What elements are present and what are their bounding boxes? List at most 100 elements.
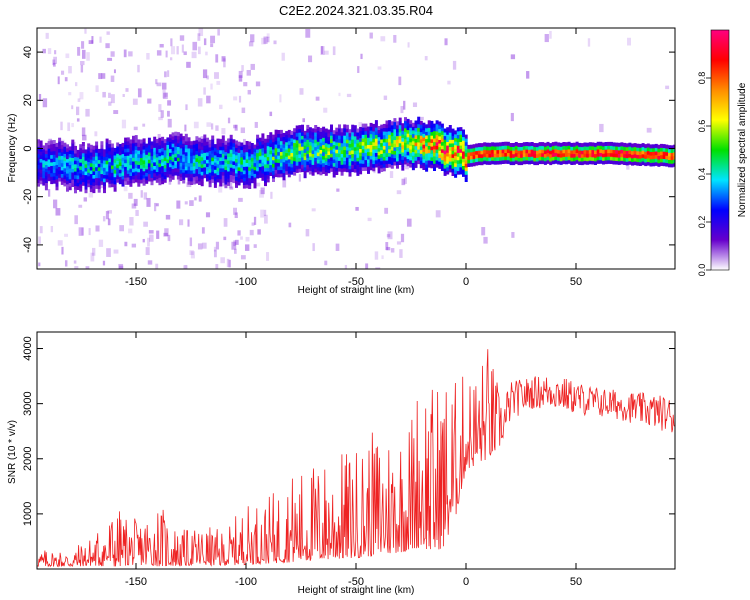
spectrogram-cell	[340, 146, 344, 151]
spectrogram-cell	[108, 150, 112, 155]
spectrogram-cell	[565, 142, 568, 147]
spectrogram-cell	[92, 160, 96, 165]
spectrogram-cell	[404, 138, 407, 143]
spectrogram-cell	[129, 182, 133, 187]
spectrogram-cell	[506, 156, 510, 161]
spectrogram-cell	[298, 168, 302, 173]
spectrogram-cell	[285, 156, 289, 161]
spectrogram-noise-cell	[420, 116, 424, 121]
spectrogram-cell	[89, 177, 93, 182]
spectrogram-noise-cell	[123, 49, 127, 58]
spectrogram-cell	[374, 149, 378, 153]
spectrogram-cell	[404, 120, 407, 125]
spectrogram-cell	[198, 152, 201, 157]
spectrogram-cell	[272, 167, 275, 172]
spectrogram-cell	[353, 157, 357, 162]
spectrogram-cell	[388, 152, 392, 157]
spectrogram-cell	[367, 155, 370, 160]
spectrogram-cell	[269, 132, 273, 137]
spectrogram-cell	[417, 142, 421, 146]
spectrogram-cell	[475, 158, 479, 162]
spectrogram-cell	[95, 159, 99, 164]
spectrogram-cell	[654, 158, 658, 163]
spectrogram-cell	[483, 153, 487, 158]
spectrogram-cell	[74, 178, 77, 183]
spectrogram-cell	[240, 178, 244, 183]
spectrogram-cell	[147, 144, 151, 149]
spectrogram-cell	[530, 145, 534, 150]
spectrogram-cell	[367, 141, 370, 145]
spectrogram-cell	[557, 153, 561, 158]
spectrogram-cell	[306, 146, 310, 151]
spectrogram-noise-cell	[400, 105, 404, 114]
spectrogram-cell	[599, 145, 603, 150]
spectrogram-noise-cell	[81, 127, 86, 137]
spectrogram-cell	[419, 120, 423, 125]
spectrogram-cell	[411, 166, 415, 171]
spectrogram-cell	[448, 161, 452, 166]
spectrogram-cell	[612, 142, 616, 147]
spectrogram-cell	[364, 134, 368, 139]
spectrogram-cell	[227, 156, 231, 161]
spectrogram-cell	[409, 120, 413, 125]
spectrogram-cell	[406, 162, 410, 167]
spectrogram-cell	[269, 161, 273, 166]
spectrogram-cell	[316, 163, 320, 168]
spectrogram-noise-cell	[216, 80, 221, 85]
spectrogram-cell	[277, 144, 281, 149]
spectrogram-cell	[393, 118, 397, 123]
spectrogram-cell	[668, 145, 671, 150]
spectrogram-cell	[470, 155, 473, 160]
spectrogram-noise-cell	[320, 46, 324, 54]
spectrogram-cell	[398, 132, 402, 137]
spectrogram-cell	[208, 157, 212, 162]
spectrogram-cell	[87, 165, 91, 170]
spectrogram-cell	[171, 172, 175, 177]
spectrogram-cell	[95, 163, 99, 168]
spectrogram-cell	[153, 143, 157, 148]
spectrogram-cell	[74, 182, 77, 186]
spectrogram-cell	[620, 149, 624, 154]
spectrogram-cell	[242, 162, 246, 167]
spectrogram-cell	[396, 135, 399, 140]
spectrogram-cell	[219, 182, 223, 187]
spectrogram-cell	[543, 160, 547, 165]
spectrogram-cell	[132, 143, 135, 147]
spectrogram-cell	[512, 143, 516, 147]
spectrogram-cell	[97, 170, 101, 175]
spectrogram-noise-cell	[76, 118, 80, 122]
spectrogram-cell	[166, 144, 170, 149]
spectrogram-cell	[295, 168, 299, 173]
spectrogram-cell	[203, 159, 207, 164]
spectrogram-cell	[105, 174, 109, 179]
spectrogram-cell	[319, 149, 323, 154]
spectrogram-cell	[369, 144, 373, 149]
spectrogram-cell	[52, 161, 56, 166]
spectrogram-cell	[467, 148, 471, 153]
spectrogram-cell	[530, 149, 534, 154]
spectrogram-noise-cell	[338, 92, 341, 97]
spectrogram-cell	[433, 167, 436, 171]
spectrogram-cell	[206, 141, 209, 146]
spectrogram-cell	[633, 153, 637, 158]
spectrogram-cell	[110, 168, 114, 173]
spectrogram-noise-cell	[140, 190, 143, 198]
spectrogram-cell	[419, 157, 423, 161]
spectrogram-cell	[293, 142, 297, 147]
spectrogram-cell	[372, 152, 376, 157]
spectrogram-cell	[425, 131, 429, 136]
spectrogram-cell	[308, 134, 312, 139]
spectrogram-cell	[382, 123, 386, 128]
spectrogram-cell	[332, 169, 336, 174]
spectrogram-cell	[419, 128, 423, 133]
spectrogram-cell	[459, 159, 463, 164]
spectrogram-noise-cell	[358, 121, 363, 127]
spectrogram-cell	[147, 152, 151, 157]
spectrogram-cell	[200, 138, 204, 143]
spectrogram-noise-cell	[215, 54, 219, 63]
spectrogram-cell	[345, 157, 349, 162]
spectrogram-cell	[44, 179, 48, 183]
spectrogram-cell	[520, 153, 524, 158]
spectrogram-noise-cell	[223, 218, 228, 227]
